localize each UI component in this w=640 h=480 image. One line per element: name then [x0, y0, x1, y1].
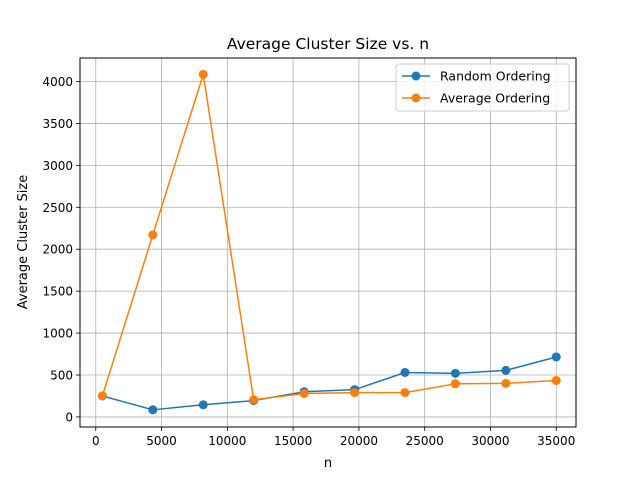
- x-tick-label: 10000: [208, 434, 246, 448]
- data-point-random-ordering: [400, 367, 410, 377]
- data-point-average-ordering: [299, 388, 309, 398]
- y-tick-label: 1000: [42, 327, 73, 341]
- data-point-average-ordering: [148, 230, 158, 240]
- y-tick-label: 3500: [42, 117, 73, 131]
- data-point-random-ordering: [450, 368, 460, 378]
- legend: Random Ordering Average Ordering: [395, 63, 570, 112]
- grid-lines: [80, 58, 576, 427]
- data-point-average-ordering: [450, 379, 460, 389]
- legend-label-random-ordering: Random Ordering: [440, 69, 551, 84]
- x-tick-label: 30000: [471, 434, 509, 448]
- x-tick-label: 20000: [340, 434, 378, 448]
- data-point-random-ordering: [501, 365, 511, 375]
- legend-frame: [395, 63, 570, 112]
- data-point-random-ordering: [198, 400, 208, 410]
- y-tick-label: 1500: [42, 285, 73, 299]
- data-point-random-ordering: [148, 405, 158, 415]
- series-line-random-ordering: [102, 356, 557, 411]
- x-tick-label: 0: [92, 434, 100, 448]
- y-axis-label: Average Cluster Size: [16, 175, 31, 309]
- legend-marker-average-ordering: [411, 93, 421, 103]
- x-tick-label: 35000: [537, 434, 575, 448]
- data-point-average-ordering: [97, 391, 107, 401]
- series-layer: [97, 69, 561, 415]
- y-tick-label: 2000: [42, 243, 73, 257]
- x-tick-label: 15000: [274, 434, 312, 448]
- data-point-random-ordering: [551, 352, 561, 362]
- data-point-average-ordering: [350, 388, 360, 398]
- y-tick-label: 3000: [42, 159, 73, 173]
- y-tick-label: 2500: [42, 201, 73, 215]
- y-tick-label: 4000: [42, 75, 73, 89]
- data-point-average-ordering: [551, 375, 561, 385]
- series-average-ordering: [97, 69, 561, 405]
- x-tick-label: 5000: [146, 434, 177, 448]
- y-tick-label: 500: [50, 369, 73, 383]
- legend-label-average-ordering: Average Ordering: [440, 91, 550, 106]
- chart-title: Average Cluster Size vs. n: [227, 35, 429, 53]
- data-point-average-ordering: [400, 388, 410, 398]
- plot-area: [79, 57, 577, 428]
- x-axis-label: n: [324, 456, 332, 471]
- y-tick-label: 0: [65, 410, 73, 424]
- series-line-average-ordering: [101, 73, 557, 401]
- axis-ticks: 0 5000 10000 15000 20000 25000 30000 35000 0 500 1…: [42, 75, 575, 448]
- data-point-average-ordering: [198, 69, 208, 79]
- data-point-average-ordering: [249, 395, 259, 405]
- data-point-average-ordering: [501, 378, 511, 388]
- x-tick-label: 25000: [406, 434, 444, 448]
- legend-marker-random-ordering: [411, 71, 421, 81]
